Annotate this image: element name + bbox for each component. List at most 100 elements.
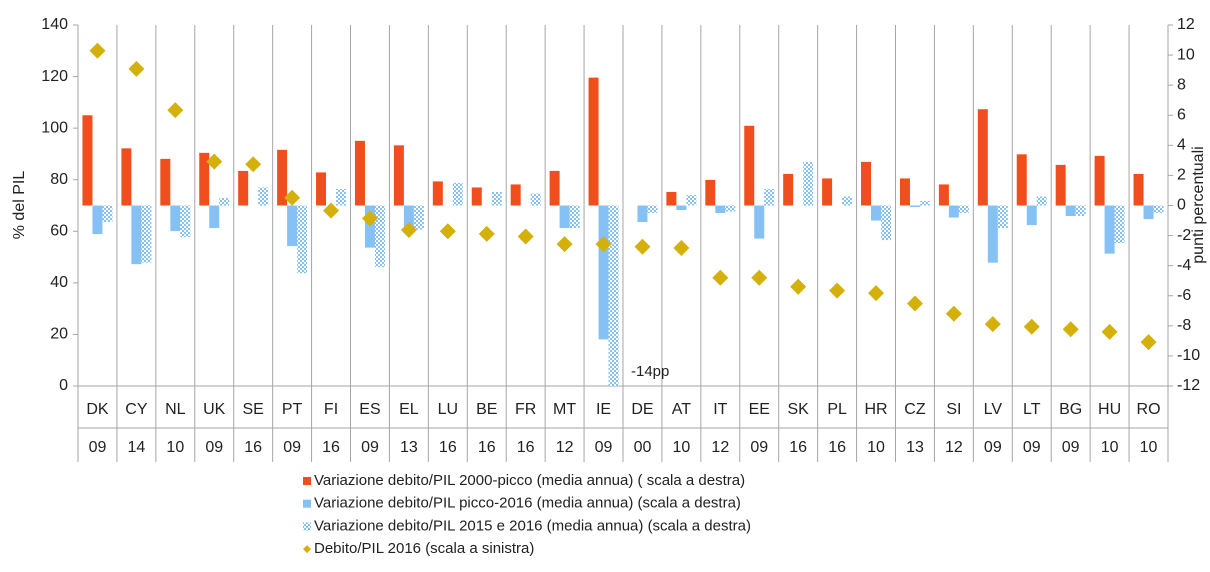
x-year-label: 13 [400,439,418,456]
x-year-label: 12 [945,439,963,456]
x-year-label: 09 [750,439,768,456]
bar [121,148,132,206]
bar [549,170,560,206]
bar [452,182,463,206]
bar [871,205,882,221]
y2-tick-label: -4 [1177,257,1191,274]
bar [1075,205,1086,217]
y-tick-label: 0 [59,377,68,394]
diamond-marker [556,236,573,253]
x-tick-label: SE [243,401,264,418]
y2-tick-label: 4 [1177,137,1186,154]
bar [354,140,365,206]
x-year-label: 09 [89,439,107,456]
y-axis-title: % del PIL [11,171,28,240]
x-tick-label: UK [203,401,226,418]
x-year-label: 10 [672,439,690,456]
x-year-label: 09 [1023,439,1041,456]
x-tick-label: AT [672,401,691,418]
bar [744,125,755,206]
bar [336,188,347,206]
bar [393,145,404,206]
legend-marker [303,522,311,531]
x-year-label: 12 [556,439,574,456]
bar [608,205,619,386]
bar [316,172,327,206]
bar [1114,205,1125,244]
x-year-label: 09 [984,439,1002,456]
legend-label: Variazione debito/PIL 2000-picco (media … [314,472,745,489]
diamond-marker [439,223,456,240]
legend-marker [303,545,311,554]
bar [277,149,288,206]
x-year-label: 12 [711,439,729,456]
y2-tick-label: 8 [1177,76,1186,93]
bar [764,188,775,206]
bar [783,173,794,206]
bar [725,205,736,212]
x-tick-label: HR [864,401,887,418]
x-tick-label: ES [359,401,380,418]
y-tick-label: 60 [50,223,68,240]
bar [199,152,210,206]
x-year-label: 10 [166,439,184,456]
bar [1036,196,1047,206]
y2-tick-label: -12 [1177,377,1200,394]
x-tick-label: NL [165,401,186,418]
diamond-marker [89,42,106,59]
x-year-label: 09 [1062,439,1080,456]
x-tick-label: IT [713,401,727,418]
bar [958,205,969,214]
bar [919,200,930,206]
diamond-marker [167,102,184,119]
diamond-marker [128,60,145,77]
diamond-marker [361,210,378,227]
legend-marker [303,477,311,485]
diamond-marker [673,240,690,257]
diamond-marker [245,156,262,173]
bar [676,205,687,211]
bar [686,194,697,206]
diamond-marker [868,285,885,302]
diamond-marker [1062,321,1079,338]
y-tick-label: 40 [50,274,68,291]
diamond-marker [634,238,651,255]
bar [861,161,872,206]
bar [569,205,580,229]
x-tick-label: CZ [904,401,926,418]
y2-tick-label: 0 [1177,197,1186,214]
bar [977,109,988,206]
x-tick-label: LV [984,401,1003,418]
bar [102,205,113,223]
diamond-marker [984,316,1001,333]
bar [1104,205,1115,254]
bar [209,205,220,229]
y2-tick-label: 10 [1177,46,1195,63]
x-year-label: 16 [828,439,846,456]
x-year-label: 10 [1140,439,1158,456]
bar [258,187,269,206]
bar [637,205,648,223]
bar [491,191,502,206]
bar [510,184,521,206]
bar [471,187,482,206]
x-year-label: 16 [517,439,535,456]
bar [374,205,385,268]
x-tick-label: FI [324,401,338,418]
x-tick-label: EL [399,401,419,418]
bar [170,205,181,232]
annotation: -14pp [631,363,669,380]
x-tick-label: EE [749,401,770,418]
y-tick-label: 80 [50,171,68,188]
bar [131,205,142,265]
bar [1094,155,1105,206]
bar [287,205,298,247]
bar [754,205,765,239]
bar [219,197,230,206]
bar [997,205,1008,229]
diamond-marker [945,305,962,322]
y-tick-label: 100 [41,119,68,136]
bar [1153,205,1164,214]
x-tick-label: DK [86,401,109,418]
